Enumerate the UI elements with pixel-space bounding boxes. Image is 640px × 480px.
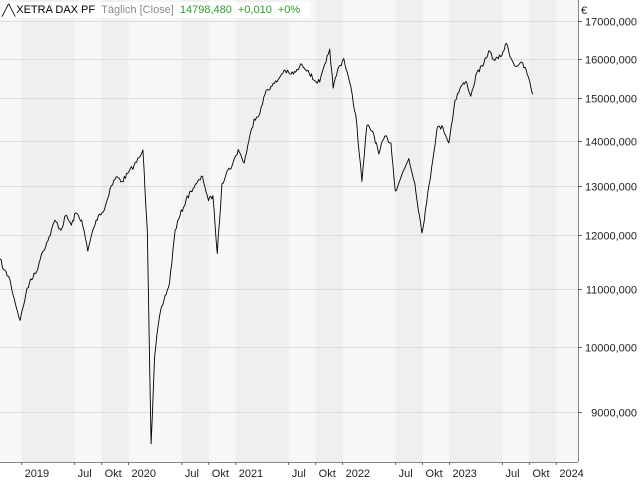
period-band: [395, 0, 423, 462]
x-tick-label: 2020: [132, 468, 156, 480]
chart-line-icon: ╱╲: [2, 4, 16, 17]
x-tick-label: 2022: [346, 468, 370, 480]
y-axis: 9000,000 10000,000 11000,000 12000,000 13000…: [578, 5, 637, 420]
axis-background: [578, 0, 640, 480]
y-tick-label: 11000,000: [586, 285, 637, 297]
y-tick-label: 9000,000: [591, 408, 637, 420]
period-band: [449, 0, 503, 462]
period-band: [529, 0, 557, 462]
x-tick-label: Okt: [105, 468, 122, 480]
period-band: [21, 0, 75, 462]
last-value: 14798,480: [179, 4, 232, 16]
x-axis: 2019 Jul Okt 2020 Jul Okt 2021 Jul Okt 2022 Jul Okt…: [21, 462, 584, 480]
period-label: Täglich [Close]: [101, 4, 174, 16]
x-tick-label: Jul: [399, 468, 413, 480]
x-tick-label: 2019: [25, 468, 49, 480]
y-tick-label: 17000,000: [585, 17, 637, 29]
x-tick-label: Okt: [212, 468, 229, 480]
period-band: [181, 0, 209, 462]
y-tick-label: 14000,000: [585, 137, 637, 149]
y-tick-label: 13000,000: [585, 182, 637, 194]
period-band: [315, 0, 343, 462]
y-tick-label: 12000,000: [585, 231, 637, 243]
x-axis-background: [0, 462, 640, 480]
x-tick-label: Jul: [78, 468, 92, 480]
x-tick-label: Okt: [319, 468, 336, 480]
x-tick-label: Okt: [532, 468, 549, 480]
y-tick-label: 10000,000: [585, 343, 637, 355]
chart-header: ╱╲ XETRA DAX PF Täglich [Close] 14798,48…: [2, 2, 311, 18]
x-tick-label: 2024: [559, 468, 583, 480]
period-band: [101, 0, 129, 462]
currency-label: €: [581, 5, 587, 17]
grid-lines: [0, 21, 578, 413]
y-tick-label: 15000,000: [585, 94, 637, 106]
change-value: +0,010: [237, 4, 272, 16]
y-tick-label: 16000,000: [585, 55, 637, 67]
x-tick-label: Okt: [426, 468, 443, 480]
period-band: [235, 0, 289, 462]
x-tick-label: Jul: [292, 468, 306, 480]
x-tick-label: Jul: [505, 468, 519, 480]
price-line: [0, 42, 534, 445]
change-percent: +0%: [277, 4, 301, 16]
x-tick-label: 2021: [239, 468, 263, 480]
x-tick-label: 2023: [452, 468, 476, 480]
instrument-name: XETRA DAX PF: [16, 4, 96, 16]
x-tick-label: Jul: [185, 468, 199, 480]
plot-area: [0, 42, 534, 445]
